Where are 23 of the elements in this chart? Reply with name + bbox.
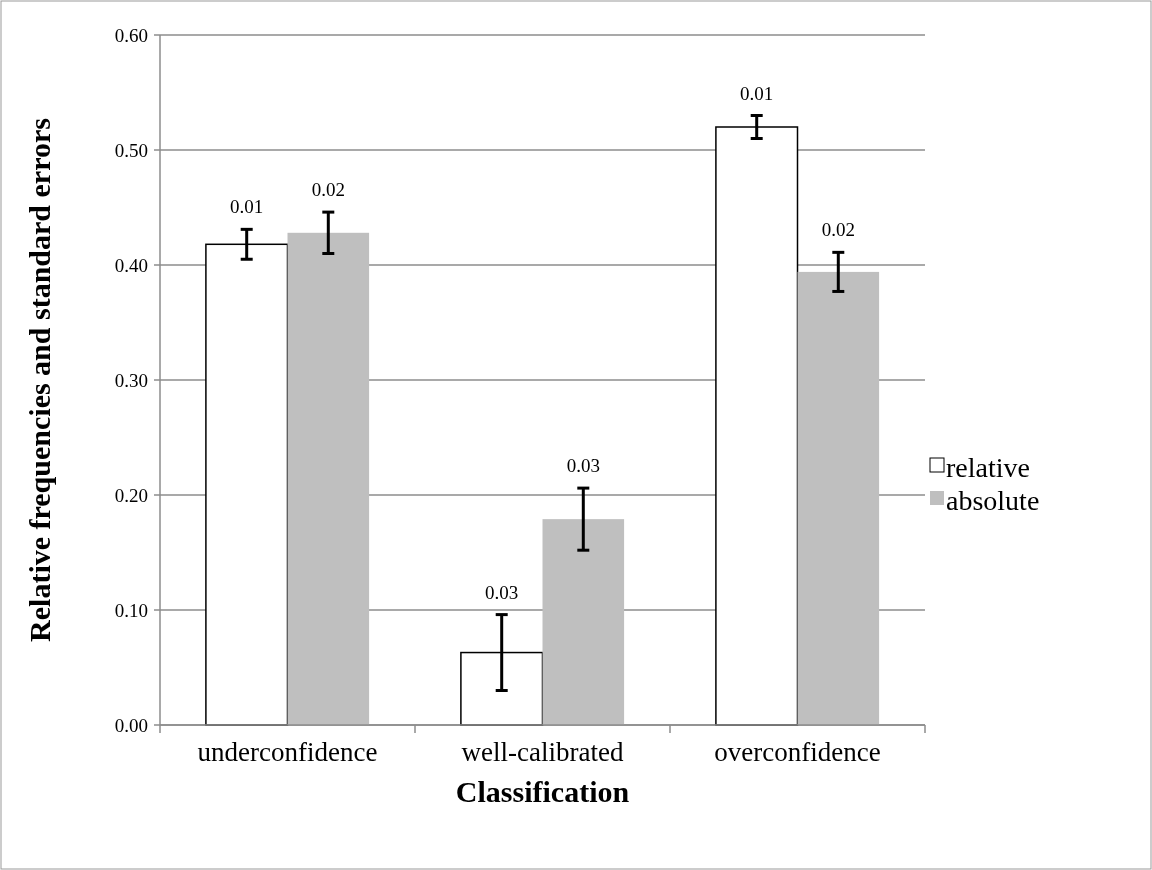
bar	[287, 232, 370, 725]
annotation: 0.01	[230, 196, 264, 218]
y-axis-title: Relative frequencies and standard errors	[23, 118, 56, 642]
annotation: 0.02	[311, 179, 345, 201]
y-tick-label: 0.60	[114, 24, 148, 46]
bar	[797, 271, 880, 725]
annotation: 0.03	[485, 581, 519, 603]
x-tick-label: underconfidence	[197, 737, 378, 767]
y-tick-label: 0.20	[114, 484, 148, 506]
y-tick-label: 0.40	[114, 254, 148, 276]
y-tick-label: 0.00	[114, 714, 148, 736]
y-tick-label: 0.10	[114, 599, 148, 621]
x-tick-label: well-calibrated	[461, 737, 624, 767]
bar	[542, 519, 625, 725]
x-tick-label: overconfidence	[714, 737, 881, 767]
annotation: 0.02	[821, 219, 855, 241]
legend-label: relative	[946, 451, 1030, 483]
annotation: 0.03	[566, 455, 600, 477]
x-axis-title: Classification	[455, 775, 630, 808]
legend-label: absolute	[946, 484, 1040, 516]
y-tick-label: 0.30	[114, 369, 148, 391]
y-tick-label: 0.50	[114, 139, 148, 161]
annotation: 0.01	[740, 82, 774, 104]
